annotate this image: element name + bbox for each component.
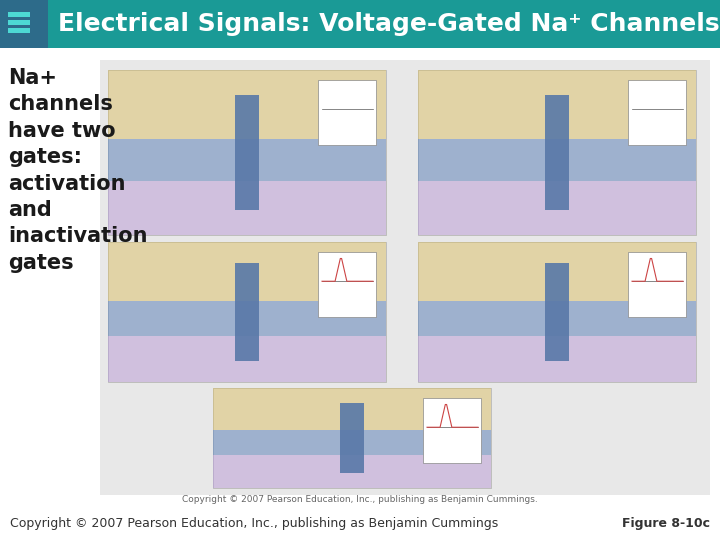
Bar bbox=[235, 263, 259, 361]
Bar bbox=[423, 398, 481, 463]
Bar bbox=[213, 430, 491, 455]
Text: Na+
channels
have two
gates:
activation
and
inactivation
gates: Na+ channels have two gates: activation … bbox=[8, 68, 148, 273]
Bar bbox=[213, 388, 491, 488]
Bar bbox=[418, 301, 696, 336]
Text: Electrical Signals: Voltage-Gated Na⁺ Channels: Electrical Signals: Voltage-Gated Na⁺ Ch… bbox=[58, 12, 719, 36]
Bar bbox=[235, 94, 259, 210]
Bar bbox=[545, 94, 569, 210]
Bar bbox=[108, 336, 386, 382]
Bar bbox=[418, 70, 696, 139]
Bar bbox=[418, 242, 696, 382]
Bar bbox=[8, 28, 30, 33]
Bar bbox=[108, 242, 386, 301]
Bar bbox=[8, 12, 30, 17]
Bar bbox=[8, 20, 30, 25]
Bar bbox=[628, 252, 686, 317]
Bar bbox=[213, 388, 491, 430]
Bar bbox=[418, 70, 696, 235]
Bar bbox=[0, 0, 48, 48]
Bar bbox=[418, 336, 696, 382]
Bar bbox=[108, 180, 386, 235]
Text: Figure 8-10c: Figure 8-10c bbox=[622, 517, 710, 530]
Bar bbox=[108, 139, 386, 180]
Bar bbox=[418, 139, 696, 180]
Bar bbox=[418, 180, 696, 235]
Text: Copyright © 2007 Pearson Education, Inc., publishing as Benjamin Cummings.: Copyright © 2007 Pearson Education, Inc.… bbox=[182, 496, 538, 504]
Bar bbox=[545, 263, 569, 361]
Bar bbox=[318, 80, 376, 145]
Bar bbox=[108, 301, 386, 336]
Bar bbox=[628, 80, 686, 145]
Bar bbox=[213, 455, 491, 488]
Bar bbox=[108, 242, 386, 382]
Bar bbox=[340, 403, 364, 473]
Bar bbox=[108, 70, 386, 139]
Bar bbox=[318, 252, 376, 317]
Bar bbox=[0, 0, 720, 48]
Bar bbox=[418, 242, 696, 301]
Bar bbox=[108, 70, 386, 235]
Text: Copyright © 2007 Pearson Education, Inc., publishing as Benjamin Cummings: Copyright © 2007 Pearson Education, Inc.… bbox=[10, 517, 498, 530]
Bar bbox=[100, 60, 710, 495]
